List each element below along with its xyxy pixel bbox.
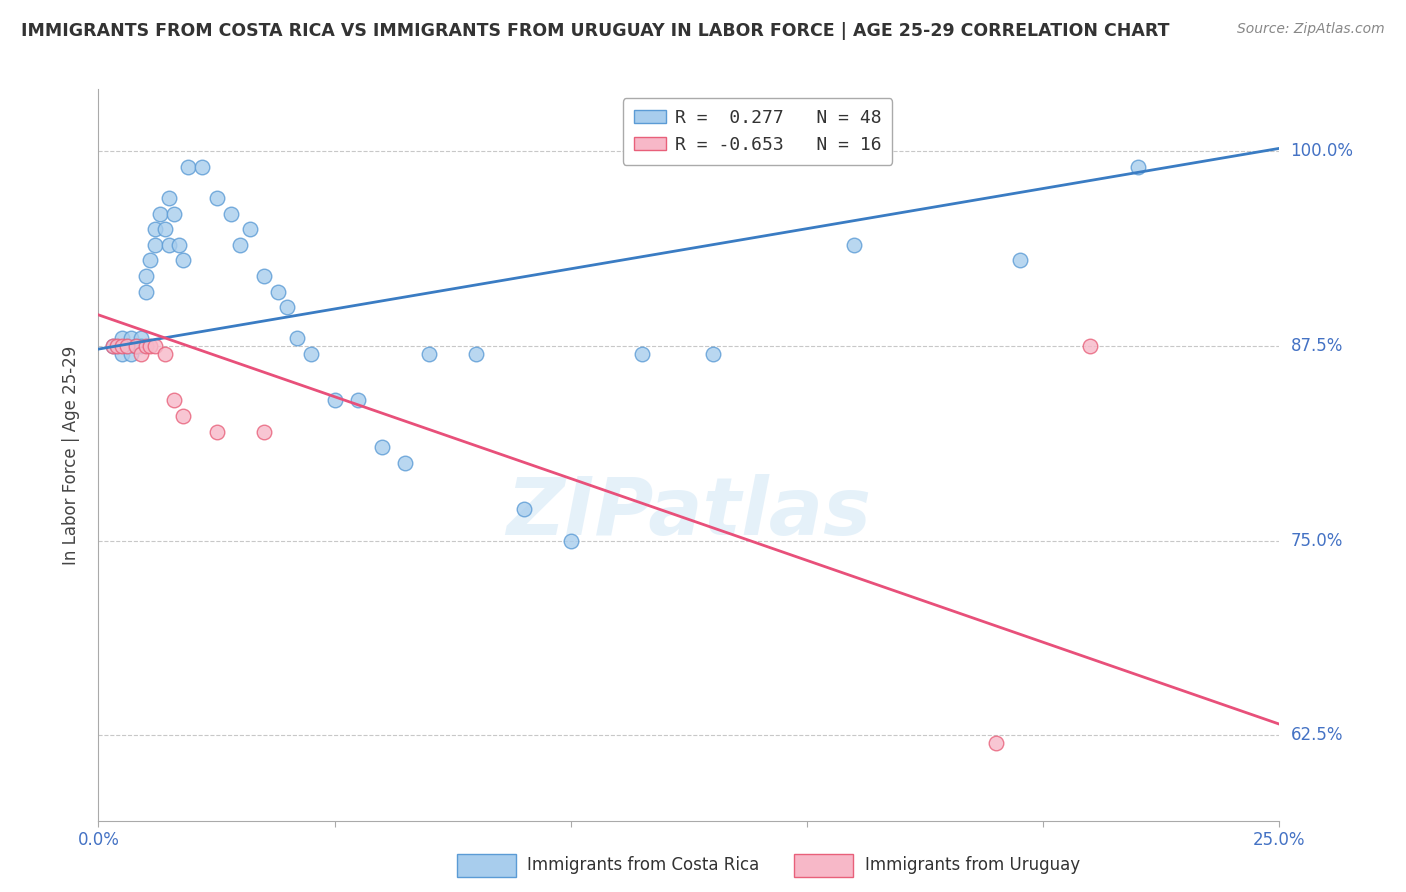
Point <box>129 339 152 353</box>
Point <box>129 347 152 361</box>
Point <box>323 393 346 408</box>
Point <box>205 425 228 439</box>
Point <box>157 237 180 252</box>
Point <box>253 268 276 283</box>
Point <box>172 253 194 268</box>
Point <box>285 331 308 345</box>
Point <box>121 347 143 361</box>
Point <box>163 207 186 221</box>
Point <box>844 237 866 252</box>
Point <box>1080 339 1102 353</box>
Point <box>239 222 262 236</box>
Point <box>702 347 724 361</box>
Point <box>1008 253 1031 268</box>
Point <box>115 339 138 353</box>
Point <box>394 456 416 470</box>
Text: 87.5%: 87.5% <box>1291 337 1343 355</box>
Point <box>111 331 134 345</box>
Point <box>105 339 128 353</box>
Point <box>984 736 1007 750</box>
Point <box>219 207 242 221</box>
Point <box>129 331 152 345</box>
Point <box>276 300 298 314</box>
Text: IMMIGRANTS FROM COSTA RICA VS IMMIGRANTS FROM URUGUAY IN LABOR FORCE | AGE 25-29: IMMIGRANTS FROM COSTA RICA VS IMMIGRANTS… <box>21 22 1170 40</box>
Point <box>153 347 176 361</box>
Point <box>1126 160 1149 174</box>
Point <box>101 339 124 353</box>
Point <box>163 393 186 408</box>
Point <box>465 347 488 361</box>
Point <box>143 237 166 252</box>
Point <box>267 285 290 299</box>
Text: Immigrants from Costa Rica: Immigrants from Costa Rica <box>527 856 759 874</box>
Point <box>135 285 157 299</box>
Point <box>630 347 652 361</box>
Point <box>115 339 138 353</box>
Point <box>125 339 148 353</box>
Point <box>167 237 190 252</box>
Point <box>153 222 176 236</box>
Point <box>418 347 440 361</box>
Point <box>139 253 162 268</box>
Point <box>125 339 148 353</box>
Point <box>149 207 172 221</box>
Point <box>143 339 166 353</box>
Point <box>121 331 143 345</box>
Point <box>135 339 157 353</box>
Text: 75.0%: 75.0% <box>1291 532 1343 549</box>
Point <box>560 533 582 548</box>
Point <box>157 191 180 205</box>
Point <box>229 237 252 252</box>
Point <box>299 347 322 361</box>
Point <box>105 339 128 353</box>
Point <box>191 160 214 174</box>
Point <box>177 160 200 174</box>
Point <box>205 191 228 205</box>
Point <box>139 339 162 353</box>
Point <box>347 393 370 408</box>
Text: 62.5%: 62.5% <box>1291 726 1343 744</box>
Point <box>115 339 138 353</box>
Text: 100.0%: 100.0% <box>1291 143 1354 161</box>
Point <box>111 339 134 353</box>
Point <box>101 339 124 353</box>
Legend: R =  0.277   N = 48, R = -0.653   N = 16: R = 0.277 N = 48, R = -0.653 N = 16 <box>623 98 893 165</box>
Point <box>172 409 194 423</box>
Y-axis label: In Labor Force | Age 25-29: In Labor Force | Age 25-29 <box>62 345 80 565</box>
Point <box>371 440 394 454</box>
Point <box>143 222 166 236</box>
Text: Immigrants from Uruguay: Immigrants from Uruguay <box>865 856 1080 874</box>
Point <box>125 339 148 353</box>
Text: Source: ZipAtlas.com: Source: ZipAtlas.com <box>1237 22 1385 37</box>
Point <box>111 347 134 361</box>
Point <box>512 502 534 516</box>
Text: ZIPatlas: ZIPatlas <box>506 475 872 552</box>
Point <box>253 425 276 439</box>
Point <box>135 268 157 283</box>
